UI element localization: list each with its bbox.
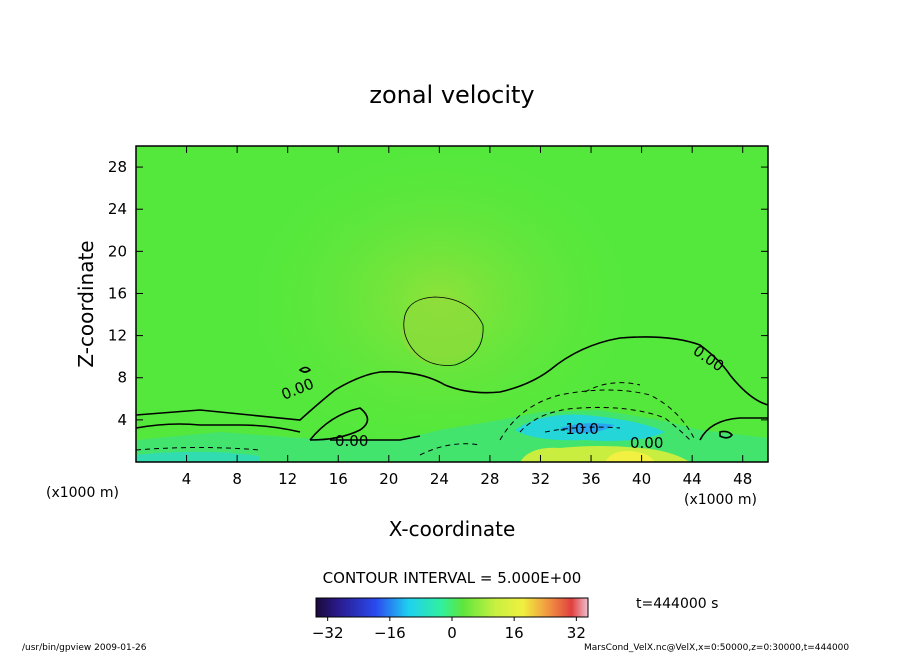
contour-label: -10.0 xyxy=(560,420,599,438)
y-axis: 4 8 12 16 20 24 28 xyxy=(108,158,768,429)
contour-label: 0.00 xyxy=(335,432,368,450)
contour-center-loop xyxy=(403,296,484,366)
x-tick-label: 48 xyxy=(733,470,752,488)
field-blue-core xyxy=(560,423,615,434)
contour-line xyxy=(699,417,768,441)
x-tick-label: 20 xyxy=(379,470,398,488)
y-tick-label: 28 xyxy=(108,158,127,176)
x-tick-label: 24 xyxy=(430,470,449,488)
field-yellow-core xyxy=(605,450,655,462)
colorbar-ticks: −32 −16 0 16 32 xyxy=(312,617,586,642)
x-unit-right: (x1000 m) xyxy=(684,492,757,508)
contour-dashed xyxy=(419,443,481,456)
colorbar-tick-label: 32 xyxy=(567,624,586,642)
footer-right: MarsCond_VelX.nc@VelX,x=0:50000,z=0:3000… xyxy=(584,643,849,653)
x-axis: 4 8 12 16 20 24 28 32 36 40 44 48 xyxy=(182,146,752,488)
plot-frame xyxy=(135,145,769,463)
time-label: t=444000 s xyxy=(636,596,718,612)
contour-line xyxy=(135,336,769,421)
contour-dashed xyxy=(584,382,641,393)
colorbar: −32 −16 0 16 32 xyxy=(312,597,589,642)
colorbar-tick-label: −16 xyxy=(374,624,406,642)
y-tick-label: 16 xyxy=(108,284,127,302)
footer-left: /usr/bin/gpview 2009-01-26 xyxy=(22,643,147,653)
field-center-blob xyxy=(401,295,481,365)
contour-interval: CONTOUR INTERVAL = 5.000E+00 xyxy=(323,569,582,587)
contour-line xyxy=(298,366,312,373)
y-tick-label: 8 xyxy=(117,369,127,387)
contour-line xyxy=(309,407,369,441)
chart-title: zonal velocity xyxy=(369,81,534,109)
y-tick-label: 4 xyxy=(117,411,127,429)
contour-dashed xyxy=(519,406,691,441)
contour-line xyxy=(135,423,301,433)
y-tick-label: 12 xyxy=(108,327,127,345)
y-tick-label: 24 xyxy=(108,200,127,218)
x-axis-label: X-coordinate xyxy=(389,517,516,541)
x-tick-label: 44 xyxy=(683,470,702,488)
contour-label: 0.00 xyxy=(630,434,663,452)
colorbar-tick-label: 0 xyxy=(447,624,457,642)
contour-dashed xyxy=(135,447,261,451)
y-tick-label: 20 xyxy=(108,242,127,260)
x-unit-left: (x1000 m) xyxy=(46,485,119,501)
plot-area: 0.00 0.00 -10.0 0.00 0.00 xyxy=(135,145,769,463)
x-tick-label: 36 xyxy=(581,470,600,488)
x-tick-label: 28 xyxy=(480,470,499,488)
x-tick-label: 16 xyxy=(329,470,348,488)
contour-line xyxy=(330,435,421,441)
field-cyan-left xyxy=(136,451,260,462)
colorbar-tick-label: 16 xyxy=(505,624,524,642)
colorbar-gradient xyxy=(315,597,589,618)
x-tick-label: 8 xyxy=(232,470,242,488)
x-tick-label: 40 xyxy=(632,470,651,488)
contour-dashed xyxy=(544,426,621,433)
x-tick-label: 12 xyxy=(278,470,297,488)
colorbar-tick-label: −32 xyxy=(312,624,344,642)
contour-line xyxy=(719,430,734,439)
contour-dashed xyxy=(499,389,696,441)
y-axis-label: Z-coordinate xyxy=(74,240,98,367)
x-tick-label: 4 xyxy=(182,470,192,488)
x-tick-label: 32 xyxy=(531,470,550,488)
